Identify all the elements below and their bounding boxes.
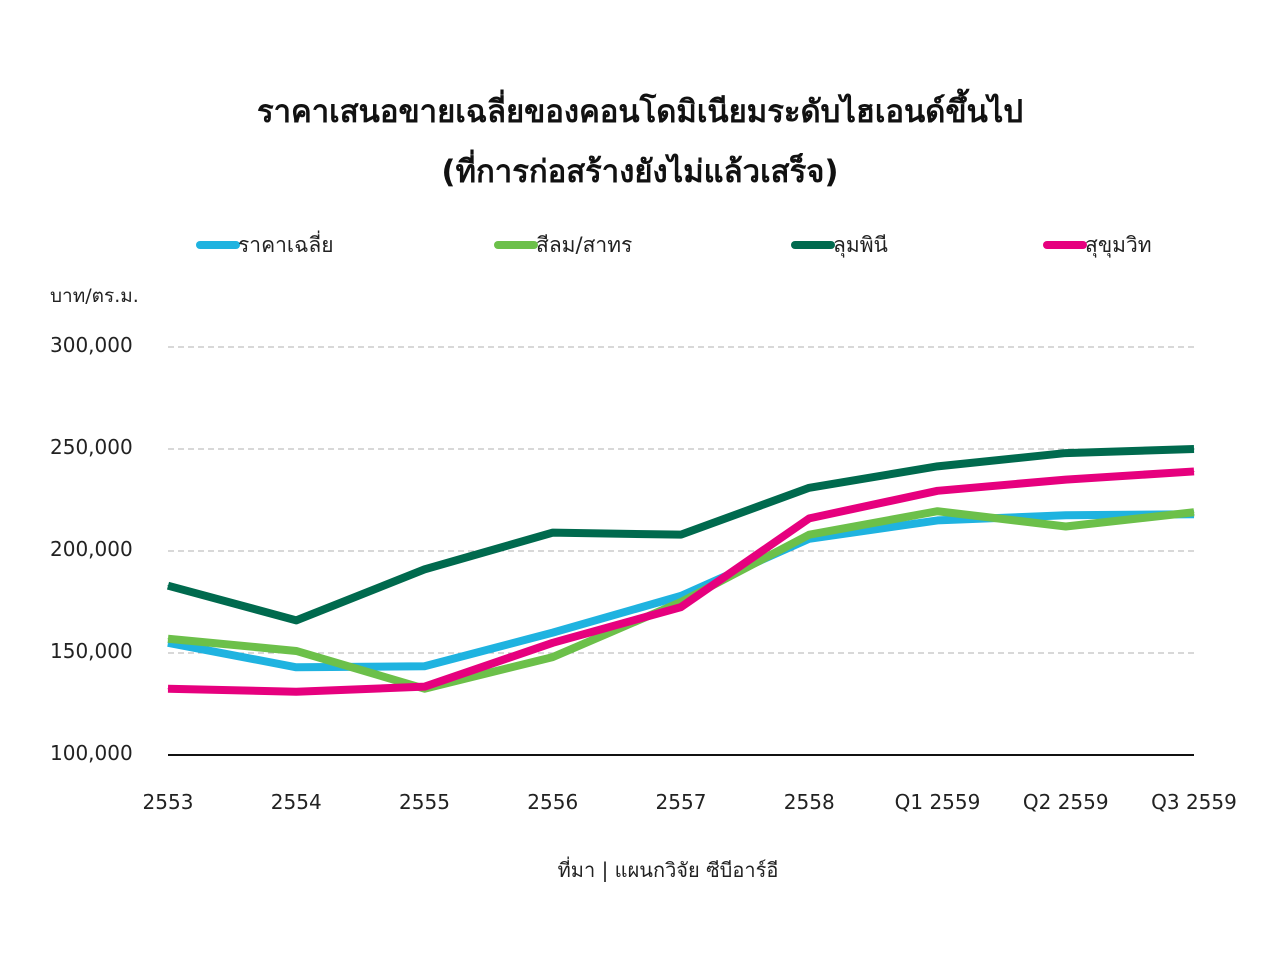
data-point [680, 534, 682, 536]
data-point [937, 490, 938, 492]
x-tick-label: 2558 [784, 790, 835, 814]
x-tick-label: 2553 [143, 790, 194, 814]
chart-title: ราคาเสนอขายเฉลี่ยของคอนโดมิเนียมระดับไฮเ… [257, 88, 1023, 130]
data-point [937, 465, 938, 467]
legend-label: สีลม/สาทร [536, 233, 632, 257]
x-tick-label: 2556 [527, 790, 578, 814]
data-point [424, 686, 425, 688]
data-point [167, 638, 169, 640]
data-point [167, 688, 169, 690]
data-point [295, 619, 297, 621]
x-tick-label: 2555 [399, 790, 450, 814]
y-tick-label: 200,000 [50, 537, 133, 561]
x-tick-label: 2557 [656, 790, 707, 814]
data-point [552, 632, 554, 634]
data-point [552, 656, 554, 658]
y-axis-unit-label: บาท/ตร.ม. [50, 285, 139, 307]
chart-subtitle: (ที่การก่อสร้างยังไม่แล้วเสร็จ) [441, 149, 838, 190]
data-point [808, 517, 810, 519]
x-tick-label: Q2 2559 [1023, 790, 1109, 814]
legend-label: ลุมพินี [833, 233, 888, 258]
y-tick-label: 150,000 [50, 639, 133, 663]
legend-label: ราคาเฉลี่ย [238, 230, 334, 257]
data-point [424, 665, 425, 667]
data-point [295, 691, 297, 693]
data-point [1065, 514, 1067, 516]
data-point [1193, 511, 1195, 513]
legend-label: สุขุมวิท [1085, 233, 1152, 258]
data-point [295, 666, 297, 668]
data-point [167, 585, 169, 587]
data-point [808, 487, 810, 489]
data-point [680, 606, 682, 608]
data-point [424, 568, 425, 570]
data-point [295, 650, 297, 652]
series-lines [166, 445, 1195, 696]
gridlines [168, 346, 1194, 756]
x-tick-label: Q3 2559 [1151, 790, 1237, 814]
data-point [937, 519, 938, 521]
data-point [1065, 479, 1067, 481]
x-tick-label: Q1 2559 [895, 790, 981, 814]
data-point [1065, 526, 1067, 528]
y-tick-label: 250,000 [50, 435, 133, 459]
y-tick-label: 100,000 [50, 741, 133, 765]
data-point [680, 595, 682, 597]
x-tick-label: 2554 [271, 790, 322, 814]
data-point [552, 642, 554, 644]
data-point [808, 534, 810, 536]
y-tick-label: 300,000 [50, 333, 133, 357]
data-point [1065, 452, 1067, 454]
data-point [1193, 470, 1195, 472]
x-axis-ticks: 2553 2554 2555 2556 2557 2558 Q1 2559 Q2 2559 Q3… [143, 790, 1237, 814]
y-axis-ticks: 100,000 150,000 200,000 250,000 300,000 [50, 333, 133, 765]
data-point [1193, 448, 1195, 450]
legend: ราคาเฉลี่ย สีลม/สาทร ลุมพินี สุขุมวิท [196, 230, 1152, 258]
data-point [552, 532, 554, 534]
source-note: ที่มา | แผนกวิจัย ซีบีอาร์อี [558, 856, 779, 882]
data-point [937, 510, 938, 512]
